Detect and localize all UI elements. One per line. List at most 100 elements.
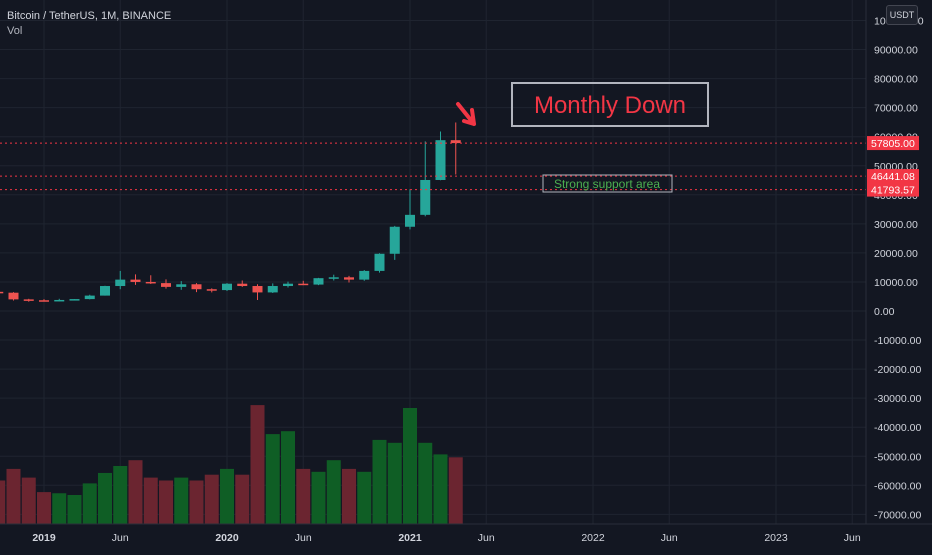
volume-bar: [311, 471, 326, 524]
y-tick-label: -10000.00: [874, 335, 921, 347]
candle-body: [389, 226, 400, 254]
candle[interactable]: [435, 131, 446, 181]
candle[interactable]: [84, 294, 95, 300]
volume-bar: [174, 477, 189, 524]
volume-bar: [326, 460, 341, 524]
candle[interactable]: [298, 280, 309, 286]
symbol-title: Bitcoin / TetherUS, 1M, BINANCE: [7, 10, 172, 22]
candle-body: [252, 286, 263, 293]
candle[interactable]: [328, 274, 339, 281]
y-tick-label: 80000.00: [874, 74, 918, 86]
candle[interactable]: [267, 283, 278, 293]
volume-bar: [220, 468, 234, 524]
candle[interactable]: [115, 270, 126, 290]
volume-bar: [37, 492, 51, 524]
price-label-bg: [867, 182, 919, 197]
volume-bar: [143, 477, 158, 524]
candle[interactable]: [237, 280, 248, 287]
volume-bar: [296, 468, 311, 524]
candle[interactable]: [0, 291, 4, 294]
price-label: 57805.00: [871, 138, 915, 150]
grid-layer: [0, 0, 866, 524]
candle-body: [23, 299, 34, 301]
candle[interactable]: [283, 281, 293, 288]
volume-bar: [98, 472, 112, 524]
candle[interactable]: [161, 279, 171, 289]
candle[interactable]: [130, 274, 141, 285]
candle-body: [206, 289, 217, 291]
candle[interactable]: [313, 277, 324, 286]
candle[interactable]: [405, 189, 415, 230]
y-tick-label: 0.00: [874, 306, 895, 318]
candle-body: [222, 283, 232, 291]
red-arrow-icon: [456, 102, 476, 126]
volume-bar: [372, 439, 387, 524]
candle[interactable]: [206, 288, 217, 293]
volume-bar: [250, 405, 265, 524]
volume-bar: [357, 471, 372, 524]
candle-body: [54, 299, 65, 302]
candle[interactable]: [54, 298, 65, 302]
volume-bar: [0, 480, 6, 524]
candle-body: [267, 286, 278, 293]
candle[interactable]: [176, 281, 187, 290]
x-tick-label: Jun: [112, 532, 129, 544]
currency-unit-badge[interactable]: USDT: [886, 5, 918, 25]
y-tick-label: -40000.00: [874, 422, 921, 434]
price-label: 41793.57: [871, 185, 915, 197]
x-tick-label: Jun: [295, 532, 312, 544]
candle[interactable]: [39, 299, 49, 302]
candle[interactable]: [145, 275, 156, 284]
candle-layer: [0, 122, 461, 302]
candle[interactable]: [420, 141, 431, 217]
y-tick-label: -30000.00: [874, 393, 921, 405]
volume-bar: [67, 495, 82, 524]
candle-body: [145, 281, 156, 284]
monthly-down-label: Monthly Down: [534, 92, 686, 119]
candle-body: [100, 286, 110, 296]
candle[interactable]: [8, 292, 19, 301]
candle[interactable]: [222, 283, 232, 291]
volume-bar: [418, 442, 433, 524]
x-tick-label: 2019: [32, 532, 56, 544]
volume-indicator-label[interactable]: Vol: [7, 25, 23, 37]
volume-bar: [82, 483, 97, 524]
candle-body: [328, 277, 339, 279]
volume-bar: [342, 468, 356, 524]
candle-body: [39, 300, 49, 302]
candle[interactable]: [374, 253, 385, 273]
candle[interactable]: [23, 298, 34, 302]
volume-bar: [265, 434, 280, 524]
chart-header: Bitcoin / TetherUS, 1M, BINANCE Vol: [7, 9, 171, 38]
monthly-down-box[interactable]: [511, 82, 709, 127]
y-tick-label: 20000.00: [874, 248, 918, 260]
candle[interactable]: [100, 285, 110, 296]
y-tick-label: -50000.00: [874, 451, 921, 463]
volume-bar: [403, 408, 417, 524]
x-tick-label: Jun: [478, 532, 495, 544]
volume-bar: [6, 468, 21, 524]
candle[interactable]: [191, 283, 202, 293]
candle[interactable]: [344, 275, 354, 283]
y-tick-label: 70000.00: [874, 103, 918, 115]
candle-body: [405, 214, 415, 227]
candle[interactable]: [252, 284, 263, 300]
volume-bar: [433, 454, 448, 524]
candle-body: [191, 284, 202, 290]
candle[interactable]: [389, 225, 400, 260]
candle-body: [344, 277, 354, 280]
candle-body: [8, 292, 19, 300]
x-tick-label: Jun: [844, 532, 861, 544]
support-area-box[interactable]: [542, 174, 673, 193]
candle[interactable]: [359, 270, 370, 281]
x-tick-label: 2020: [215, 532, 239, 544]
candle[interactable]: [69, 299, 80, 301]
volume-bar: [235, 474, 250, 524]
candle-body: [176, 284, 187, 287]
x-tick-label: 2022: [581, 532, 605, 544]
candle-body: [450, 140, 461, 144]
candle-body: [115, 279, 126, 287]
candle[interactable]: [450, 122, 461, 175]
